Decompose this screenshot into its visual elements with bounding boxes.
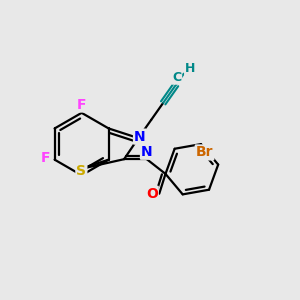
Text: O: O: [146, 187, 158, 201]
Text: F: F: [41, 151, 50, 165]
Text: N: N: [141, 145, 153, 159]
Text: Br: Br: [196, 146, 213, 159]
Text: N: N: [134, 130, 146, 144]
Text: F: F: [77, 98, 86, 112]
Text: H: H: [185, 62, 196, 75]
Text: C: C: [172, 71, 181, 84]
Text: S: S: [76, 164, 86, 178]
